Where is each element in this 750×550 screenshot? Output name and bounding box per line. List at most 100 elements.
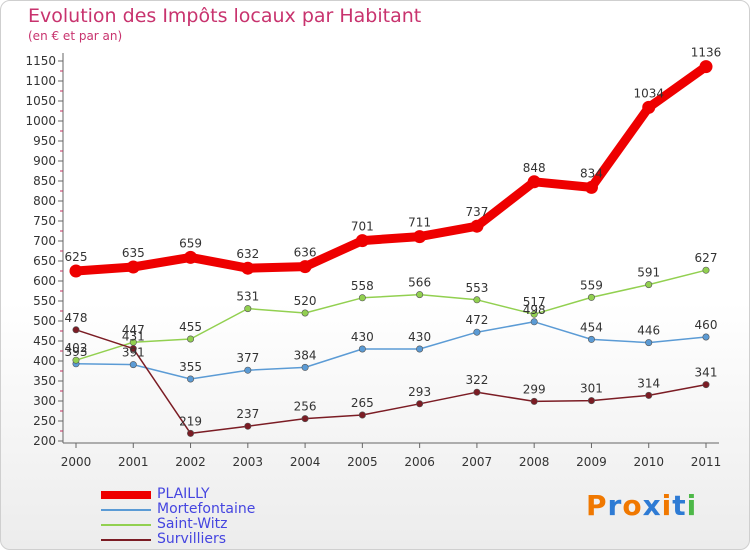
y-tick-label: 350 — [33, 374, 56, 388]
data-label: 472 — [465, 313, 488, 327]
data-point — [530, 310, 538, 318]
data-point — [301, 363, 309, 371]
data-label: 737 — [465, 205, 488, 219]
data-label: 322 — [465, 373, 488, 387]
data-point — [527, 175, 541, 189]
x-tick-label: 2002 — [175, 455, 206, 469]
data-label: 301 — [580, 382, 603, 396]
y-tick-label: 1000 — [25, 114, 56, 128]
data-point — [244, 366, 252, 374]
data-point — [72, 356, 80, 364]
legend-swatch — [101, 524, 151, 526]
data-label: 384 — [294, 348, 317, 362]
data-label: 219 — [179, 414, 202, 428]
y-tick-label: 800 — [33, 194, 56, 208]
data-point — [358, 294, 366, 302]
data-point — [358, 411, 366, 419]
data-point — [301, 309, 309, 317]
data-label: 446 — [637, 324, 660, 338]
data-label: 591 — [637, 266, 660, 280]
y-tick-label: 250 — [33, 414, 56, 428]
data-label: 566 — [408, 276, 431, 290]
data-label: 834 — [580, 166, 603, 180]
y-tick-label: 650 — [33, 254, 56, 268]
data-point — [416, 400, 424, 408]
data-point — [584, 180, 598, 194]
data-label: 431 — [122, 330, 145, 344]
data-label: 632 — [236, 247, 259, 261]
x-tick-label: 2009 — [576, 455, 607, 469]
data-label: 265 — [351, 396, 374, 410]
legend-label: PLAILLY — [157, 486, 210, 502]
legend-swatch — [101, 539, 151, 541]
data-label: 455 — [179, 320, 202, 334]
data-label: 711 — [408, 216, 431, 230]
data-point — [416, 345, 424, 353]
y-tick-label: 1050 — [25, 94, 56, 108]
y-tick-label: 900 — [33, 154, 56, 168]
data-label: 454 — [580, 320, 603, 334]
data-point — [69, 264, 83, 278]
data-point — [244, 305, 252, 313]
data-point — [473, 328, 481, 336]
chart-title: Evolution des Impôts locaux par Habitant — [28, 5, 422, 27]
x-tick-label: 2008 — [519, 455, 550, 469]
data-point — [413, 230, 427, 244]
y-tick-label: 1150 — [25, 54, 56, 68]
data-label: 460 — [695, 318, 718, 332]
y-tick-label: 500 — [33, 314, 56, 328]
proxiti-logo: Proxiti — [586, 489, 698, 522]
x-tick-label: 2001 — [118, 455, 149, 469]
data-label: 393 — [65, 345, 88, 359]
data-point — [587, 397, 595, 405]
data-label: 553 — [465, 281, 488, 295]
data-label: 402 — [65, 341, 88, 355]
data-point — [645, 339, 653, 347]
data-label: 848 — [523, 161, 546, 175]
data-point — [473, 388, 481, 396]
data-label: 559 — [580, 278, 603, 292]
y-tick-label: 1100 — [25, 74, 56, 88]
data-point — [184, 250, 198, 264]
data-point — [587, 293, 595, 301]
data-point — [244, 422, 252, 430]
data-point — [699, 60, 713, 74]
data-label: 659 — [179, 236, 202, 250]
y-tick-label: 700 — [33, 234, 56, 248]
x-tick-label: 2006 — [404, 455, 435, 469]
y-tick-label: 200 — [33, 434, 56, 448]
data-point — [358, 345, 366, 353]
series-line-survilliers — [75, 329, 707, 435]
data-label: 447 — [122, 323, 145, 337]
data-point — [129, 361, 137, 369]
data-label: 1136 — [691, 46, 722, 60]
y-tick-label: 550 — [33, 294, 56, 308]
data-label: 299 — [523, 382, 546, 396]
data-label: 391 — [122, 346, 145, 360]
data-label: 293 — [408, 385, 431, 399]
x-tick-label: 2000 — [61, 455, 92, 469]
data-point — [187, 429, 195, 437]
y-tick-label: 600 — [33, 274, 56, 288]
data-label: 478 — [65, 311, 88, 325]
data-point — [72, 326, 80, 334]
data-label: 237 — [236, 407, 259, 421]
y-tick-label: 950 — [33, 134, 56, 148]
data-label: 430 — [351, 330, 374, 344]
x-tick-label: 2005 — [347, 455, 378, 469]
data-label: 377 — [236, 351, 259, 365]
data-point — [702, 333, 710, 341]
data-label: 355 — [179, 360, 202, 374]
data-point — [645, 391, 653, 399]
data-label: 625 — [65, 250, 88, 264]
legend-swatch — [101, 491, 151, 499]
y-tick-label: 750 — [33, 214, 56, 228]
data-point — [129, 345, 137, 353]
y-tick-label: 850 — [33, 174, 56, 188]
data-label: 517 — [523, 295, 546, 309]
data-point — [187, 375, 195, 383]
y-tick-label: 300 — [33, 394, 56, 408]
legend-label: Survilliers — [157, 531, 227, 547]
